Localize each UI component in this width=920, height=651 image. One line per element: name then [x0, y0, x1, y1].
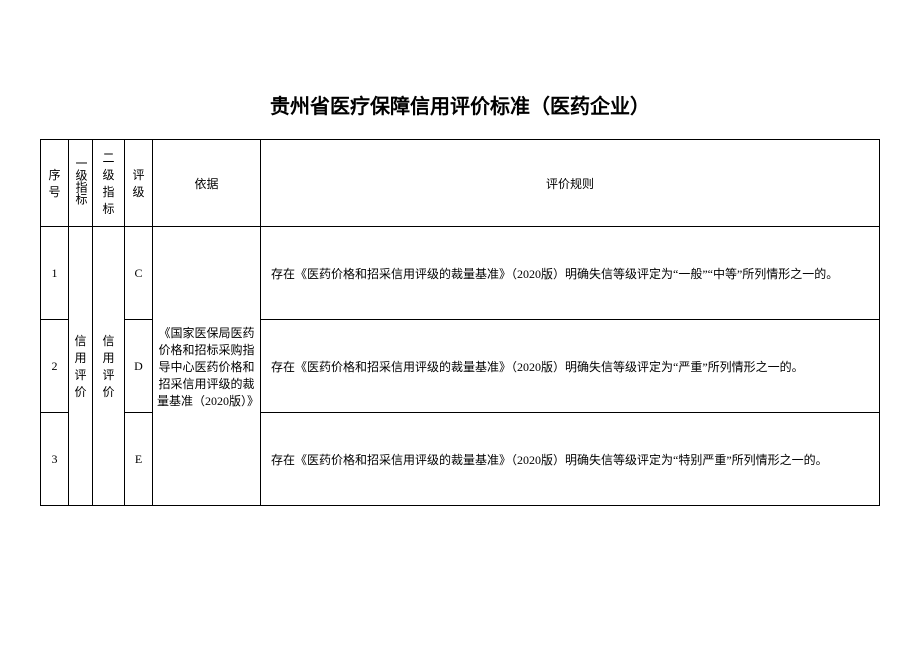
cell-grade: E — [125, 413, 153, 506]
header-grade: 评级 — [125, 140, 153, 227]
header-lv2: 二级指标 — [93, 140, 125, 227]
cell-lv1: 信用评价 — [69, 227, 93, 506]
cell-rule: 存在《医药价格和招采信用评级的裁量基准》（2020版）明确失信等级评定为“严重”… — [261, 320, 880, 413]
document-page: 贵州省医疗保障信用评价标准（医药企业） 序号 一级指标 二级指标 评级 依据 评… — [0, 0, 920, 546]
cell-seq: 1 — [41, 227, 69, 320]
cell-grade: D — [125, 320, 153, 413]
header-rule: 评价规则 — [261, 140, 880, 227]
cell-seq: 3 — [41, 413, 69, 506]
header-seq: 序号 — [41, 140, 69, 227]
cell-rule: 存在《医药价格和招采信用评级的裁量基准》（2020版）明确失信等级评定为“特别严… — [261, 413, 880, 506]
header-lv1: 一级指标 — [69, 140, 93, 227]
table-header-row: 序号 一级指标 二级指标 评级 依据 评价规则 — [41, 140, 880, 227]
page-title: 贵州省医疗保障信用评价标准（医药企业） — [40, 90, 880, 119]
cell-lv2: 信用评价 — [93, 227, 125, 506]
cell-rule: 存在《医药价格和招采信用评级的裁量基准》（2020版）明确失信等级评定为“一般”… — [261, 227, 880, 320]
cell-grade: C — [125, 227, 153, 320]
cell-seq: 2 — [41, 320, 69, 413]
standards-table: 序号 一级指标 二级指标 评级 依据 评价规则 1 信用评价 信用评价 C 《国… — [40, 139, 880, 506]
table-row: 1 信用评价 信用评价 C 《国家医保局医药价格和招标采购指导中心医药价格和招采… — [41, 227, 880, 320]
cell-basis: 《国家医保局医药价格和招标采购指导中心医药价格和招采信用评级的裁量基准（2020… — [153, 227, 261, 506]
header-basis: 依据 — [153, 140, 261, 227]
